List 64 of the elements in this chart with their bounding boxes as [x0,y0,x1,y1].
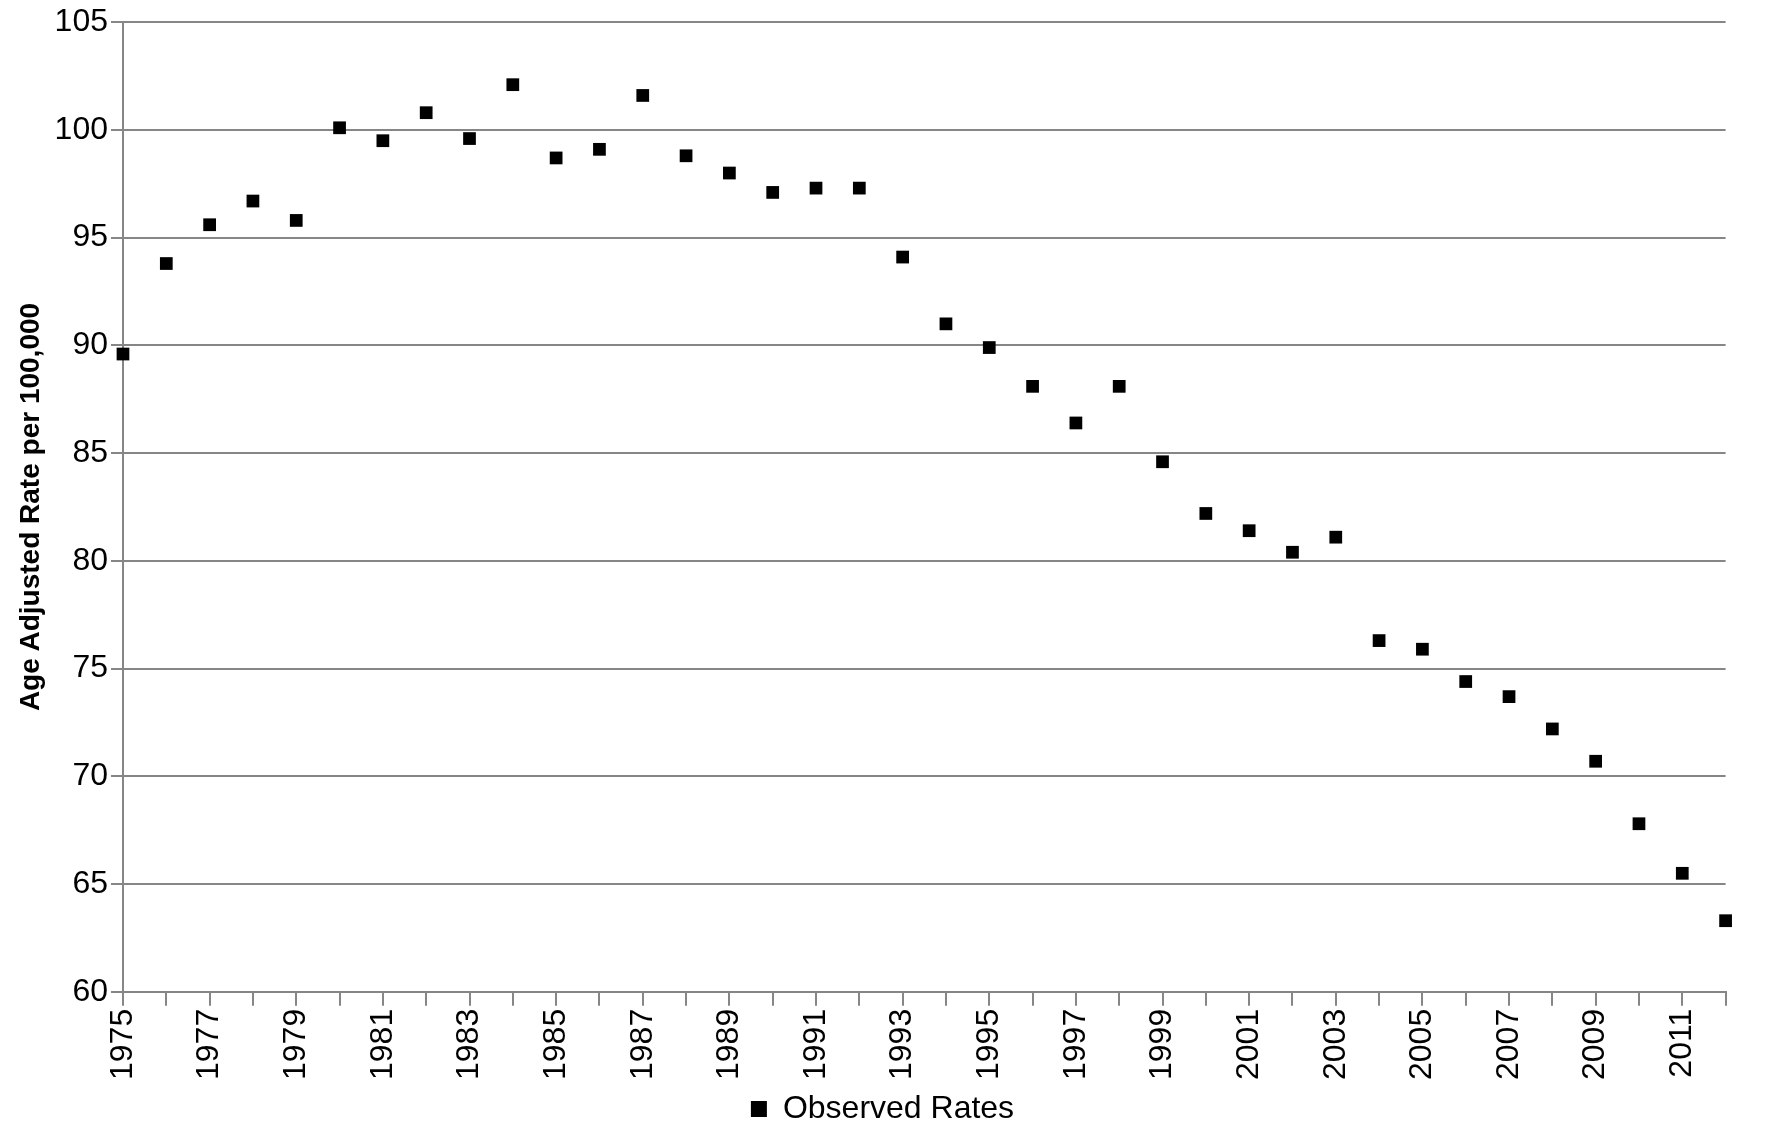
x-tick-label: 2005 [1402,1008,1439,1080]
point [203,218,216,232]
point [1589,754,1603,768]
y-tick-label: 105 [54,2,108,39]
point [1156,455,1169,469]
x-tick-label: 1995 [969,1008,1006,1080]
x-tick-label: 1999 [1142,1008,1179,1080]
y-tick-label: 70 [72,756,108,793]
point [333,121,346,135]
point [939,317,953,331]
point [289,214,303,227]
point [1675,866,1689,880]
x-tick-label: 1979 [276,1008,313,1080]
point [1026,379,1039,393]
x-tick-label: 2003 [1315,1008,1352,1080]
point [376,134,390,148]
x-tick-label: 1981 [362,1008,399,1080]
x-tick-label: 1989 [709,1008,746,1080]
y-tick-label: 60 [72,971,108,1008]
point [593,142,606,156]
x-tick-label: 1997 [1055,1008,1092,1080]
point [419,106,433,120]
point [636,89,650,102]
point [1502,690,1516,703]
x-tick-label: 1991 [795,1008,832,1080]
x-tick-label: 2011 [1662,1008,1699,1078]
x-tick-label: 1985 [535,1008,572,1080]
point [1632,817,1646,831]
x-tick-label: 1983 [449,1008,486,1080]
point [1112,379,1126,393]
point [766,186,780,199]
point [896,250,909,264]
y-tick-label: 80 [72,540,108,577]
y-axis-title: Age Adjusted Rate per 100,000 [13,302,45,712]
point [1416,642,1429,656]
x-tick-label: 1977 [189,1008,226,1080]
point [506,78,520,92]
x-tick-label: 2001 [1228,1008,1265,1080]
point [1372,634,1386,647]
x-tick-label: 1975 [102,1008,139,1080]
point [679,149,693,163]
legend-label: Observed Rates [782,1088,1015,1125]
point [982,341,996,354]
point [1242,524,1256,538]
x-tick-label: 2007 [1488,1008,1525,1080]
point [1719,914,1732,928]
x-tick-label: 2009 [1575,1008,1612,1080]
x-tick-label: 1987 [622,1008,659,1080]
x-tick-label: 1993 [882,1008,919,1080]
y-tick-label: 65 [72,863,108,900]
point [852,181,866,195]
point [1199,507,1213,520]
y-tick-label: 90 [72,325,108,362]
point [159,257,173,270]
point [1545,722,1559,736]
point [1329,530,1343,544]
y-tick-label: 75 [72,648,108,685]
y-tick-label: 95 [72,217,108,254]
y-tick-label: 85 [72,432,108,469]
point [1286,545,1299,559]
point [463,132,476,145]
point [1459,675,1473,688]
point [723,166,736,180]
y-tick-label: 100 [54,109,108,146]
